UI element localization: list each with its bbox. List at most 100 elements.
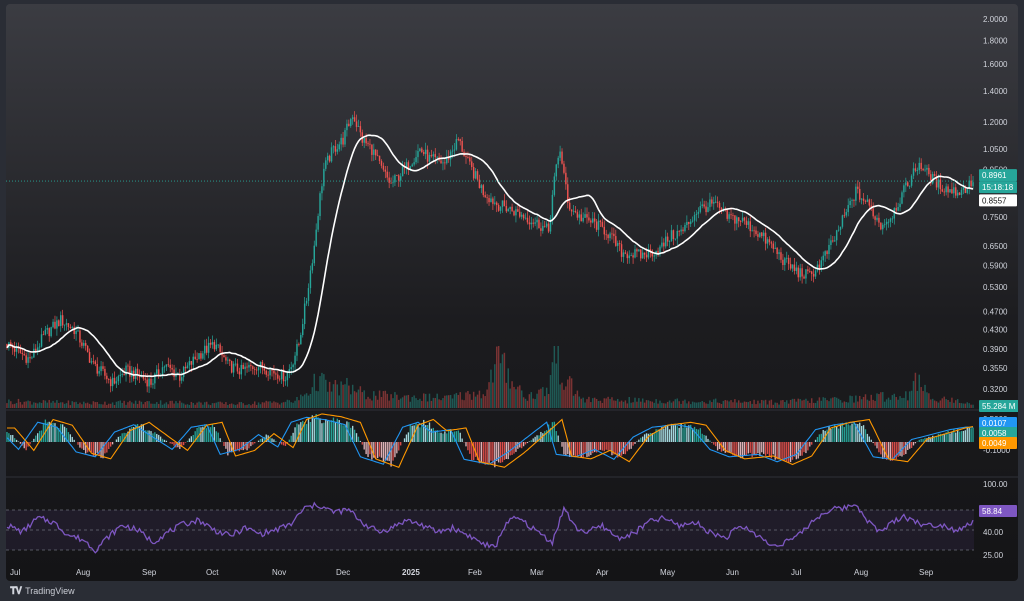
volume-bar (61, 402, 64, 408)
volume-bar (405, 395, 408, 408)
oscillator-bar (38, 430, 41, 442)
candle-body (814, 270, 817, 277)
candle-body (757, 234, 759, 237)
volume-bar (357, 389, 360, 408)
oscillator-bar (400, 442, 402, 446)
volume-bar (889, 399, 892, 408)
volume-bar (509, 388, 511, 408)
oscillator-bar (497, 442, 500, 463)
chart-svg[interactable]: 2.00001.80001.60001.40001.20001.05000.95… (6, 4, 1018, 581)
candle-body (211, 342, 214, 345)
volume-bar (860, 399, 863, 408)
candle-body (647, 249, 650, 258)
oscillator-bar (194, 431, 196, 442)
candle-body (294, 355, 296, 365)
oscillator-bar (37, 433, 39, 442)
candle-body (353, 117, 356, 122)
volume-bar (691, 401, 694, 408)
price-tick-label: 0.4300 (983, 325, 1008, 334)
oscillator-bar (394, 442, 396, 458)
oscillator-bar (912, 442, 915, 446)
volume-bar (75, 401, 77, 408)
oscillator-bar (572, 442, 575, 456)
oscillator-bar (649, 432, 652, 442)
volume-bar (142, 404, 145, 408)
candle-body (413, 162, 415, 165)
time-tick-label: Feb (468, 568, 482, 577)
time-tick-label: 2025 (402, 568, 420, 577)
volume-bar (83, 401, 85, 408)
candle-body (394, 175, 396, 183)
oscillator-bar (367, 442, 369, 458)
volume-bar (259, 404, 262, 408)
candle-body (910, 175, 913, 186)
volume-bar (438, 399, 440, 408)
volume-bar (84, 403, 87, 408)
rsi-tick-label: 25.00 (983, 551, 1004, 560)
candle-body (876, 217, 878, 220)
candle-body (586, 214, 588, 218)
candle-body (782, 259, 784, 266)
candle-body (415, 157, 417, 163)
volume-bar (71, 401, 73, 408)
volume-bar (436, 393, 438, 408)
oscillator-bar (933, 436, 936, 442)
candle-body (323, 168, 325, 187)
volume-bar (359, 386, 362, 408)
candle-body (882, 224, 884, 230)
candle-body (899, 203, 901, 208)
candle-body (472, 166, 475, 179)
volume-bar (355, 392, 358, 408)
candle-body (803, 276, 805, 279)
candle-body (263, 368, 266, 371)
candle-body (634, 249, 636, 258)
candle-body (718, 202, 721, 208)
volume-bar (119, 400, 122, 408)
candle-body (793, 264, 796, 271)
volume-bar (194, 404, 196, 408)
countdown-badge-bg (979, 181, 1017, 194)
candle-body (526, 217, 529, 223)
oscillator-bar (188, 438, 191, 442)
volume-bar (536, 393, 538, 408)
volume-bar (346, 377, 348, 408)
candle-body (111, 377, 114, 387)
oscillator-bar (451, 432, 454, 442)
candle-body (21, 352, 24, 354)
candle-body (338, 144, 340, 150)
oscillator-bar (761, 442, 763, 453)
volume-bar (490, 369, 492, 408)
oscillator-bar (962, 430, 965, 442)
candle-body (580, 214, 582, 222)
volume-bar (386, 393, 388, 408)
oscillator-bar (951, 432, 953, 442)
volume-bar (342, 384, 344, 408)
volume-bar (684, 399, 686, 408)
oscillator-bar (467, 442, 469, 451)
volume-bar (726, 400, 728, 408)
volume-bar (820, 400, 823, 408)
chart-panel[interactable]: 2.00001.80001.60001.40001.20001.05000.95… (6, 4, 1018, 581)
candle-body (930, 174, 932, 184)
oscillator-badge: 0.0049 (979, 437, 1017, 449)
candle-body (346, 123, 348, 131)
candle-body (417, 151, 419, 158)
volume-bar (611, 397, 613, 408)
oscillator-bar (106, 442, 108, 453)
volume-bar (814, 402, 817, 408)
candle-body (369, 143, 371, 145)
candle-body (739, 221, 742, 222)
oscillator-bar (686, 427, 688, 442)
oscillator-bar (392, 442, 394, 461)
oscillator-bar (947, 431, 949, 442)
volume-bar (822, 397, 824, 408)
volume-bar (444, 395, 446, 408)
oscillator-bar (334, 422, 337, 442)
oscillator-bar (897, 442, 899, 457)
oscillator-bar (803, 442, 805, 453)
candle-body (870, 205, 872, 209)
candle-body (505, 206, 508, 212)
volume-bar (893, 393, 896, 408)
volume-bar (559, 384, 561, 408)
volume-bar (601, 402, 604, 408)
